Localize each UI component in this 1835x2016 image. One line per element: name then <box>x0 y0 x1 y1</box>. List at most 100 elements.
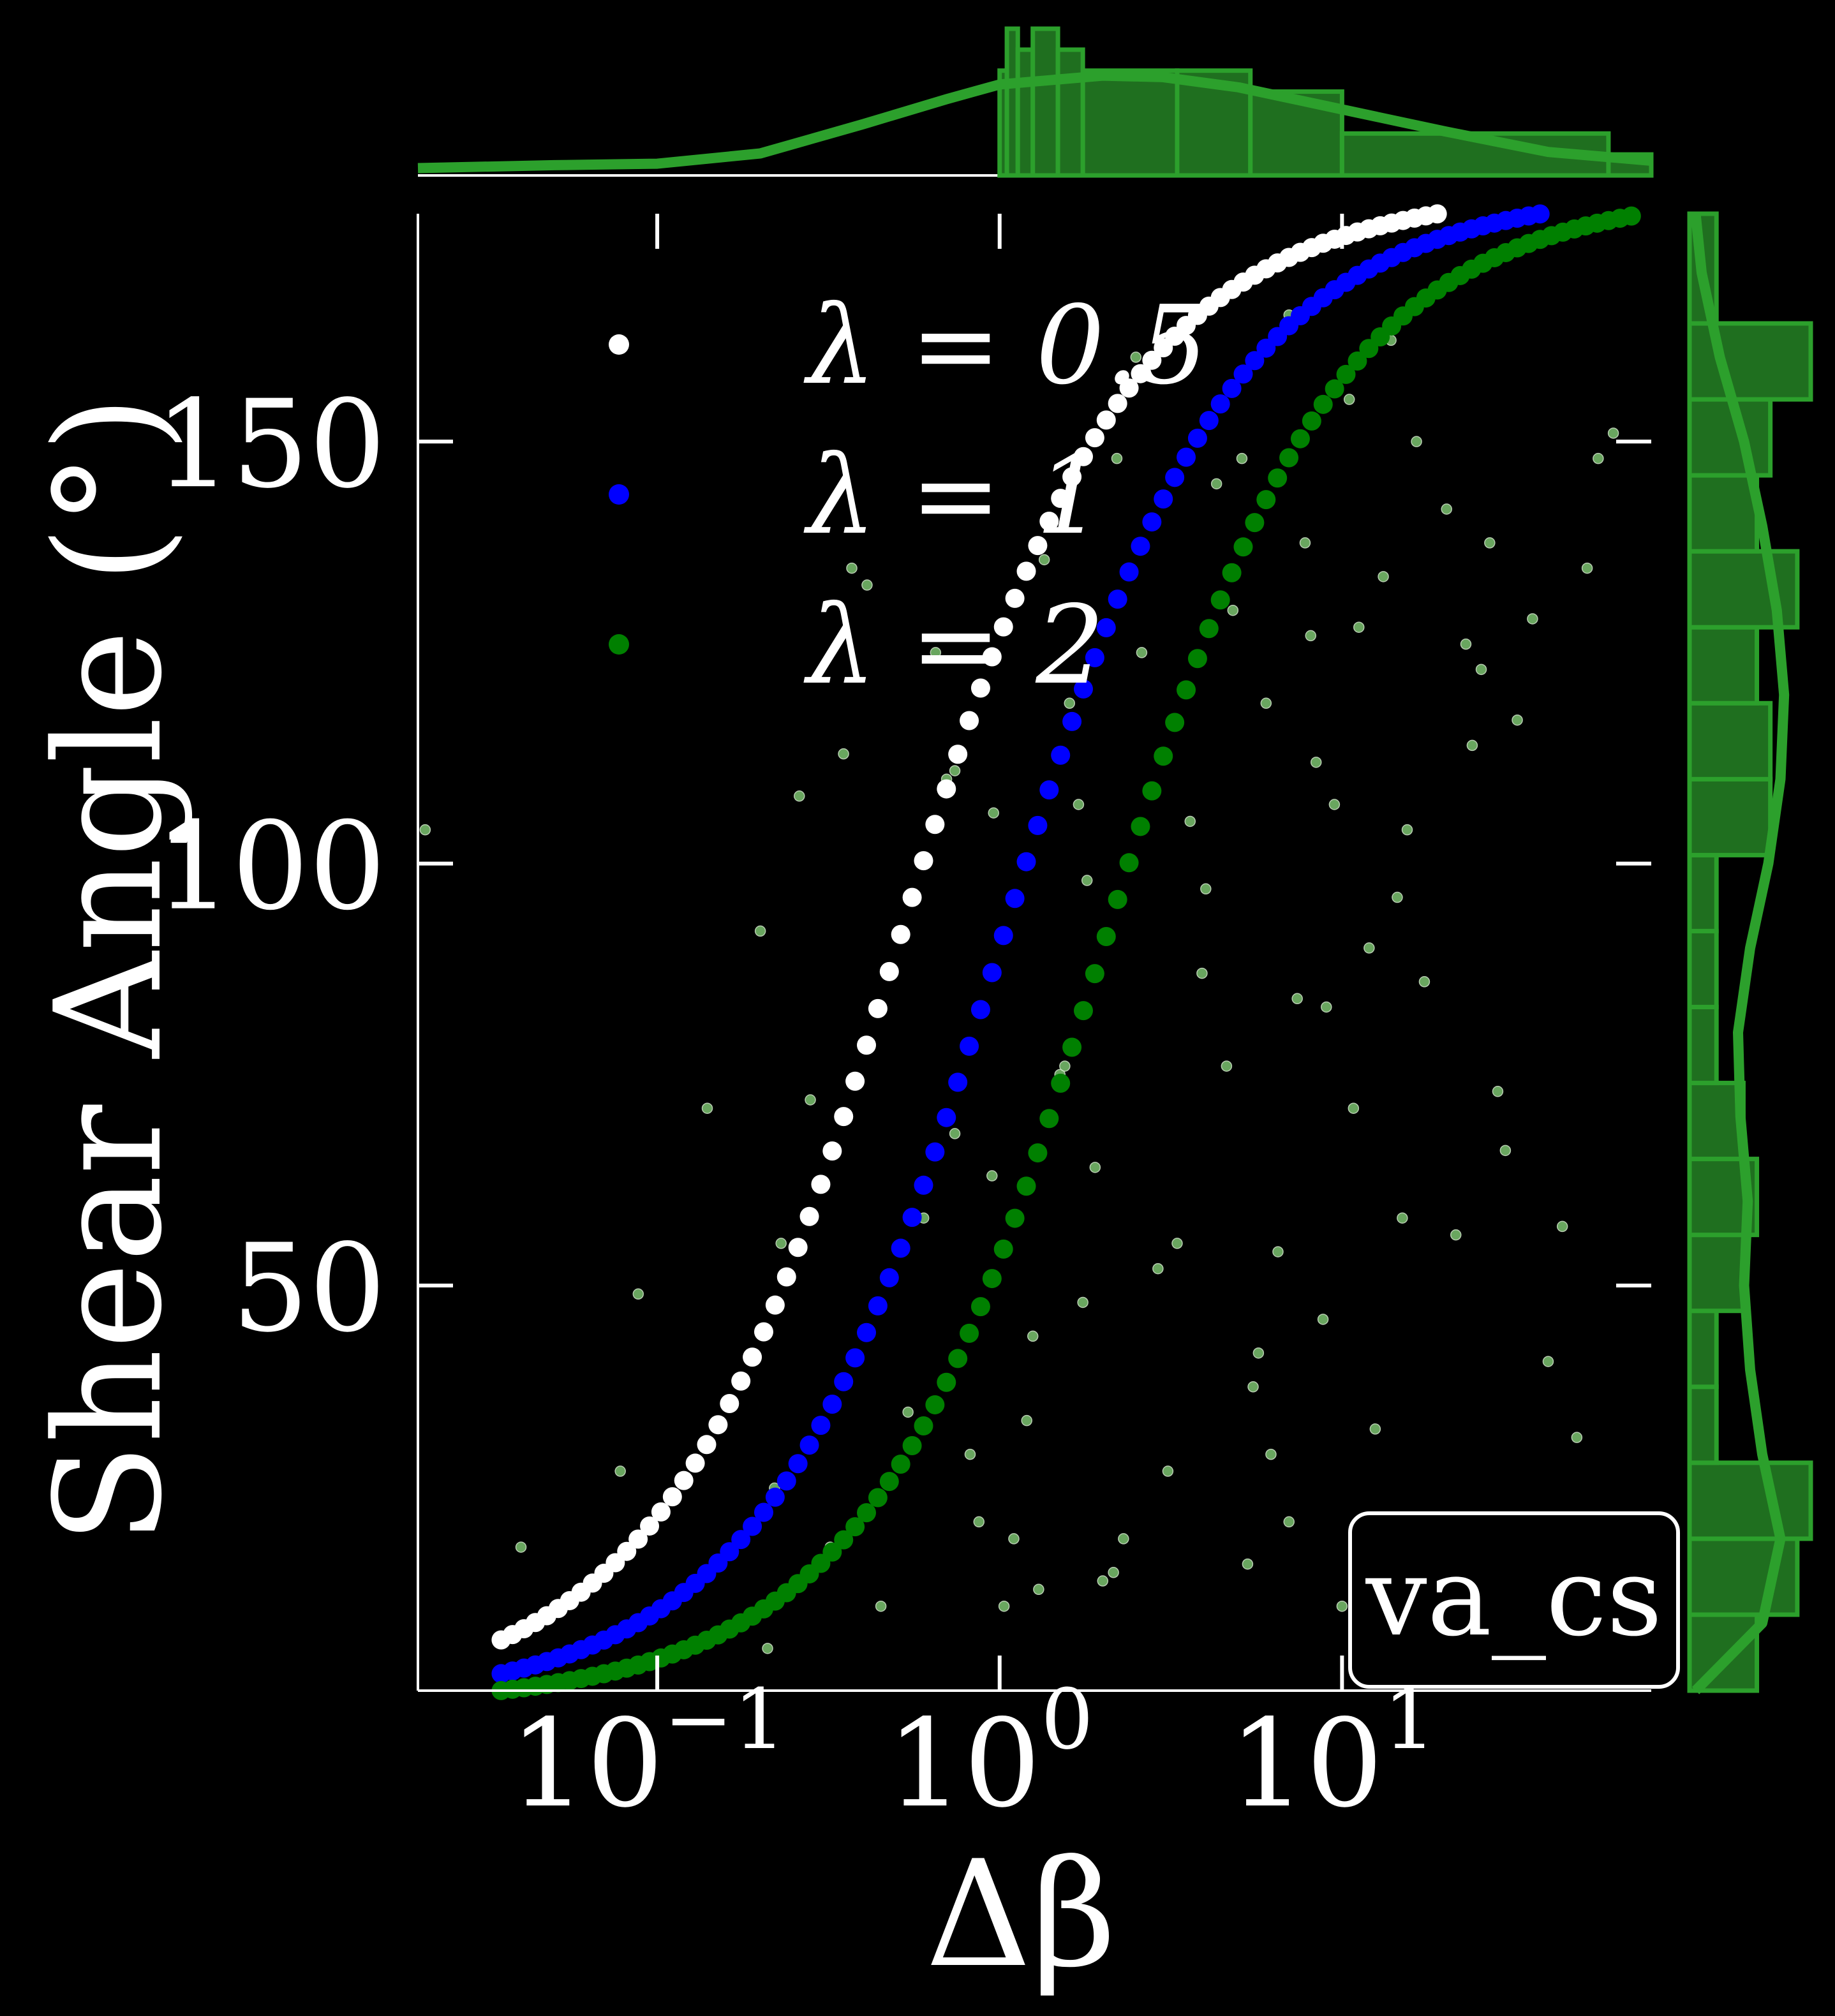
scatter-point <box>1265 1448 1277 1460</box>
series-point <box>891 1238 910 1258</box>
series-point <box>1039 780 1059 800</box>
x-tick-label: 10−1 <box>509 1671 785 1834</box>
scatter-point <box>846 562 858 574</box>
scatter-point <box>1152 1263 1164 1275</box>
scatter-point <box>1242 1558 1254 1570</box>
series-point <box>1290 429 1310 448</box>
series-point <box>1016 852 1036 871</box>
dataset-tag-frame <box>1348 1511 1680 1689</box>
scatter-point <box>794 790 805 802</box>
series-point <box>651 1502 671 1522</box>
series-point <box>834 1107 854 1127</box>
series-point <box>1119 378 1139 398</box>
y-axis-label: Shear Angle (°) <box>24 396 195 1545</box>
series-point <box>914 1175 933 1195</box>
series-point <box>1119 853 1139 873</box>
series-point <box>879 1268 899 1287</box>
series-point <box>1427 204 1447 224</box>
series-point <box>857 1503 877 1523</box>
series-point <box>1005 588 1025 608</box>
series-point <box>720 1394 739 1414</box>
scatter-point <box>930 647 942 658</box>
series-point <box>1039 512 1059 531</box>
series-point <box>948 1349 968 1368</box>
series-point <box>845 1348 865 1368</box>
scatter-point <box>861 579 873 591</box>
series-point <box>1245 351 1265 371</box>
scatter-point <box>1348 1102 1360 1114</box>
series-point <box>1154 489 1173 509</box>
series-point <box>822 1141 842 1161</box>
scatter-point <box>754 925 766 937</box>
scatter-point <box>902 1406 914 1418</box>
scatter-point <box>1027 1330 1039 1342</box>
top-hist-bar <box>1055 47 1085 178</box>
scatter-point <box>949 765 961 776</box>
series-point <box>1233 537 1253 557</box>
scatter-point <box>1210 478 1222 490</box>
series-point <box>628 1529 648 1549</box>
right-hist-bar <box>1687 1233 1746 1314</box>
series-point <box>754 1502 773 1522</box>
legend-marker <box>609 334 629 355</box>
series-point <box>834 1372 854 1391</box>
scatter-point <box>1077 1296 1088 1308</box>
scatter-point <box>1321 1001 1332 1013</box>
top-hist-kde-curve <box>417 70 1652 174</box>
series-point <box>1005 889 1025 908</box>
series-point <box>743 1516 762 1536</box>
scatter-point <box>1227 604 1239 616</box>
scatter-point <box>1571 1432 1583 1443</box>
scatter-point <box>701 1102 713 1114</box>
series-point <box>937 1372 956 1392</box>
series-point <box>1233 364 1253 384</box>
series-point <box>1325 379 1344 399</box>
scatter-point <box>1299 537 1311 549</box>
scatter-point <box>1008 1533 1020 1545</box>
series-point <box>937 1108 956 1127</box>
series-point <box>811 1175 831 1194</box>
series-point <box>1177 680 1196 700</box>
scatter-point <box>988 807 999 819</box>
series-point <box>799 1206 819 1226</box>
scatter-point <box>1283 1516 1295 1528</box>
series-point <box>879 1472 899 1492</box>
series-point <box>845 1071 865 1091</box>
scatter-point <box>1247 1381 1259 1393</box>
series-point <box>765 1295 785 1315</box>
legend-entry-1: λ = 0.5 <box>609 283 1208 409</box>
series-point <box>1199 411 1219 431</box>
right-hist-bar <box>1687 473 1760 554</box>
series-point <box>765 1487 785 1507</box>
scatter-point <box>1328 799 1341 810</box>
scatter-point <box>1369 1423 1381 1435</box>
series-point <box>1177 447 1196 467</box>
scatter-point <box>1221 1060 1233 1072</box>
y-axis-ticks: 50 100 150 <box>154 374 1651 1359</box>
series-point <box>857 1035 877 1055</box>
x-tick-label: 100 <box>886 1671 1094 1834</box>
scatter-point <box>632 1288 644 1300</box>
scatter-point <box>949 1128 961 1139</box>
series-point <box>1268 468 1288 488</box>
series-point <box>788 1238 808 1257</box>
right-hist-bar <box>1687 625 1760 706</box>
series-point <box>1119 562 1139 582</box>
right-marginal-histogram <box>1687 211 1813 1694</box>
series-point <box>834 1530 854 1550</box>
scatter-point <box>1336 1600 1348 1612</box>
series-point <box>970 1297 990 1317</box>
series-point <box>776 1267 796 1287</box>
legend-label: λ = 2 <box>803 582 1104 709</box>
legend-label: λ = 0.5 <box>803 283 1208 409</box>
scatter-point <box>1272 1246 1284 1257</box>
series-point <box>662 1487 682 1507</box>
series-point <box>1085 648 1104 667</box>
series-point <box>1062 467 1082 487</box>
series-point <box>1108 394 1127 413</box>
series-point <box>1210 590 1230 610</box>
series-point <box>868 998 888 1018</box>
scatter-point <box>1108 1567 1119 1578</box>
right-hist-bar <box>1687 928 1719 1009</box>
